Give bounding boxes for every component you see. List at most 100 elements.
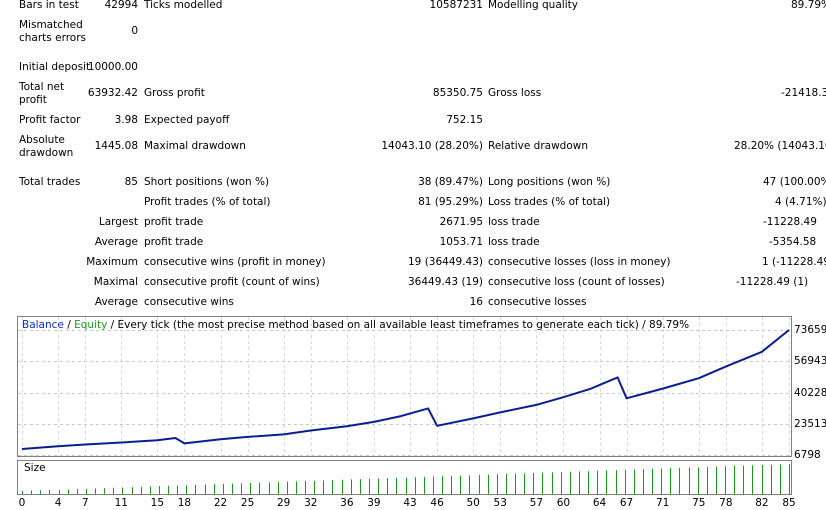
- maximal-drawdown-label: Maximal drawdown: [144, 140, 246, 152]
- x-tick-label: 39: [367, 497, 381, 509]
- largest-label: Largest: [98, 216, 138, 228]
- total-net-profit-label-line1: Total net: [19, 81, 65, 93]
- maximal-drawdown-value: 14043.10 (28.20%): [381, 140, 483, 152]
- x-tick-label: 67: [619, 497, 634, 509]
- gross-profit-value: 85350.75: [432, 87, 483, 99]
- x-tick-label: 15: [150, 497, 165, 509]
- size-panel-frame: [17, 460, 792, 495]
- legend-description: / Every tick (the most precise method ba…: [107, 319, 690, 331]
- legend-balance: Balance: [22, 319, 64, 331]
- y-tick-label: 6798: [794, 449, 821, 461]
- x-tick-label: 60: [556, 497, 571, 509]
- gross-loss-value: -21418.33: [781, 87, 826, 99]
- x-tick-label: 78: [719, 497, 733, 509]
- maximal-consecutive-loss-value: -11228.49 (1): [736, 276, 809, 288]
- balance-chart-svg: [17, 316, 792, 495]
- mismatched-value: 0: [131, 25, 138, 37]
- average-loss-trade-label: loss trade: [488, 236, 540, 248]
- gross-loss-label: Gross loss: [488, 87, 542, 99]
- total-trades-value: 85: [124, 176, 138, 188]
- total-trades-label: Total trades: [19, 176, 81, 188]
- x-tick-label: 64: [592, 497, 607, 509]
- avg-consecutive-wins-value: 16: [469, 296, 483, 308]
- total-net-profit-label-line2: profit: [19, 94, 47, 106]
- mismatched-label-line1: Mismatched: [19, 19, 83, 31]
- x-tick-label: 82: [755, 497, 769, 509]
- size-panel-label: Size: [24, 462, 46, 474]
- bars-in-test-label: Bars in test: [19, 0, 79, 11]
- y-tick-label: 73659: [794, 324, 826, 336]
- profit-trades-value: 81 (95.29%): [418, 196, 483, 208]
- ticks-modelled-value: 10587231: [429, 0, 483, 11]
- average-profit-trade-label: profit trade: [144, 236, 204, 248]
- chart-legend: Balance / Equity / Every tick (the most …: [22, 319, 689, 332]
- x-tick-label: 18: [177, 497, 192, 509]
- absolute-drawdown-label-line2: drawdown: [19, 147, 74, 159]
- maximal-consecutive-profit-label: consecutive profit (count of wins): [144, 276, 320, 288]
- x-tick-label: 29: [276, 497, 291, 509]
- x-tick-label: 0: [18, 497, 26, 509]
- x-tick-label: 36: [340, 497, 354, 509]
- max-consecutive-wins-value: 19 (36449.43): [408, 256, 483, 268]
- initial-deposit-value: 10000.00: [87, 61, 138, 73]
- x-tick-label: 25: [240, 497, 255, 509]
- expected-payoff-value: 752.15: [446, 114, 483, 126]
- x-tick-label: 57: [529, 497, 544, 509]
- x-tick-label: 50: [466, 497, 480, 509]
- mismatched-label-line2: charts errors: [19, 32, 86, 44]
- max-consecutive-wins-label: consecutive wins (profit in money): [144, 256, 326, 268]
- main-plot-frame: [17, 316, 792, 457]
- x-tick-label: 32: [304, 497, 318, 509]
- x-tick-label: 46: [430, 497, 444, 509]
- bars-in-test-value: 42994: [104, 0, 138, 11]
- loss-trades-value: 4 (4.71%): [775, 196, 826, 208]
- gross-profit-label: Gross profit: [144, 87, 205, 99]
- maximal-label: Maximal: [93, 276, 138, 288]
- maximum-label: Maximum: [86, 256, 138, 268]
- absolute-drawdown-value: 1445.08: [94, 140, 138, 152]
- legend-equity: Equity: [74, 319, 108, 331]
- modelling-quality-value: 89.79%: [791, 0, 826, 11]
- modelling-quality-label: Modelling quality: [488, 0, 578, 11]
- x-tick-label: 71: [655, 497, 670, 509]
- absolute-drawdown-label-line1: Absolute: [19, 134, 65, 146]
- maximal-consecutive-profit-value: 36449.43 (19): [408, 276, 483, 288]
- relative-drawdown-label: Relative drawdown: [488, 140, 589, 152]
- average-consecutive-label: Average: [94, 296, 138, 308]
- max-consecutive-losses-value: 1 (-11228.49): [762, 256, 826, 268]
- avg-consecutive-losses-label: consecutive losses: [488, 296, 587, 308]
- loss-trades-label: Loss trades (% of total): [488, 196, 611, 208]
- x-tick-label: 7: [81, 497, 89, 509]
- legend-separator: /: [63, 319, 75, 331]
- long-positions-label: Long positions (won %): [488, 176, 611, 188]
- maximal-consecutive-loss-label: consecutive loss (count of losses): [488, 276, 665, 288]
- balance-chart: [17, 316, 826, 510]
- max-consecutive-losses-label: consecutive losses (loss in money): [488, 256, 671, 268]
- largest-loss-trade-value: -11228.49: [763, 216, 817, 228]
- y-tick-label: 40228: [794, 386, 826, 399]
- x-tick-label: 43: [403, 497, 417, 509]
- initial-deposit-label: Initial deposit: [19, 61, 91, 73]
- short-positions-label: Short positions (won %): [144, 176, 270, 188]
- average-loss-trade-value: -5354.58: [769, 236, 817, 248]
- x-tick-label: 4: [54, 497, 62, 509]
- largest-loss-trade-label: loss trade: [488, 216, 540, 228]
- short-positions-value: 38 (89.47%): [418, 176, 483, 188]
- expected-payoff-label: Expected payoff: [144, 114, 230, 126]
- profit-trades-label: Profit trades (% of total): [144, 196, 271, 208]
- largest-profit-trade-value: 2671.95: [439, 216, 483, 228]
- x-tick-label: 75: [692, 497, 706, 509]
- x-tick-label: 11: [114, 497, 128, 509]
- total-net-profit-value: 63932.42: [87, 87, 138, 99]
- average-label: Average: [94, 236, 138, 248]
- balance-series-line: [21, 329, 790, 450]
- x-tick-label: 22: [213, 497, 228, 509]
- relative-drawdown-value: 28.20% (14043.10): [734, 140, 826, 152]
- long-positions-value: 47 (100.00%): [763, 176, 826, 188]
- y-tick-label: 56943: [794, 355, 826, 368]
- ticks-modelled-label: Ticks modelled: [144, 0, 223, 11]
- x-tick-label: 53: [493, 497, 507, 509]
- x-tick-label: 85: [782, 497, 796, 509]
- largest-profit-trade-label: profit trade: [144, 216, 204, 228]
- y-tick-label: 23513: [794, 417, 826, 430]
